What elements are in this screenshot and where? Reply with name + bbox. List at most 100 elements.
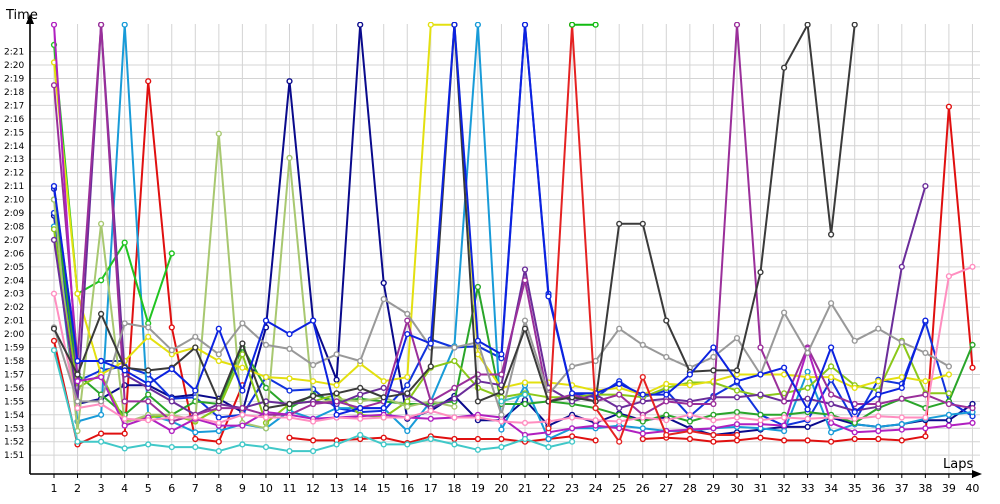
x-tick-label: 23	[565, 482, 579, 495]
data-point	[404, 403, 411, 410]
data-point	[733, 387, 741, 394]
data-point	[804, 22, 811, 28]
data-point	[239, 422, 246, 429]
data-point	[286, 345, 293, 353]
data-point	[804, 423, 811, 431]
data-point	[145, 367, 152, 374]
data-point	[498, 398, 505, 405]
data-point	[357, 22, 364, 28]
x-tick-label: 33	[801, 482, 815, 495]
data-point	[262, 405, 270, 412]
data-point	[639, 391, 646, 398]
data-point	[616, 391, 623, 398]
data-point	[945, 363, 953, 370]
data-point	[757, 344, 764, 351]
data-point	[50, 290, 58, 297]
data-point	[827, 391, 835, 398]
x-tick-label: 13	[330, 482, 344, 495]
data-point	[827, 231, 835, 238]
data-point	[310, 378, 317, 385]
data-point	[451, 414, 458, 421]
data-point	[310, 418, 317, 425]
data-point	[121, 445, 128, 452]
data-point	[262, 425, 270, 432]
y-tick-label: 2:02	[4, 303, 24, 313]
series-20	[50, 347, 576, 455]
data-point	[145, 398, 152, 405]
data-point	[451, 22, 458, 28]
x-tick-label: 12	[306, 482, 320, 495]
data-point	[733, 431, 741, 439]
data-point	[310, 392, 317, 400]
data-point	[239, 387, 246, 394]
data-point	[168, 366, 175, 373]
data-point	[50, 347, 58, 354]
data-point	[192, 344, 199, 351]
y-tick-label: 2:16	[4, 115, 24, 125]
x-tick-label: 31	[754, 482, 768, 495]
data-point	[898, 421, 905, 428]
data-point	[74, 357, 81, 365]
data-point	[498, 435, 505, 443]
series-line	[53, 23, 973, 423]
data-point	[74, 290, 81, 297]
data-point	[757, 434, 764, 441]
data-point	[875, 435, 882, 443]
tick-labels: 1:51 1:52 1:53 1:54 1:55 1:56 1:57 1:58 1:59 2:00…	[4, 48, 979, 495]
data-point	[804, 415, 811, 422]
data-point	[521, 379, 529, 386]
data-point	[827, 438, 835, 445]
series-14	[50, 263, 976, 427]
data-point	[639, 414, 646, 421]
data-point	[168, 414, 175, 421]
x-tick-label: 22	[542, 482, 556, 495]
data-point	[97, 374, 105, 381]
x-tick-label: 25	[612, 482, 626, 495]
y-tick-label: 2:10	[4, 196, 24, 206]
data-point	[686, 418, 694, 425]
data-point	[710, 353, 717, 361]
data-point	[286, 387, 293, 394]
data-point	[804, 368, 811, 375]
series-line	[53, 23, 927, 416]
data-point	[710, 344, 717, 351]
series-line	[289, 435, 596, 445]
x-tick-label: 24	[589, 482, 603, 495]
data-point	[851, 337, 858, 344]
x-axis-title: Laps	[943, 457, 973, 472]
data-point	[780, 427, 788, 435]
data-point	[804, 349, 811, 357]
data-point	[333, 376, 340, 383]
data-point	[215, 414, 222, 421]
data-point	[945, 371, 953, 378]
y-tick-label: 2:19	[4, 75, 24, 85]
data-point	[380, 394, 387, 401]
series-15	[50, 296, 953, 418]
x-axis-arrow	[972, 470, 982, 478]
x-tick-label: 39	[942, 482, 956, 495]
data-point	[922, 391, 929, 398]
data-point	[427, 415, 434, 422]
series-line	[53, 265, 973, 424]
data-point	[239, 340, 246, 347]
data-point	[710, 367, 717, 374]
data-point	[380, 378, 387, 385]
data-point	[757, 371, 764, 378]
data-point	[498, 371, 505, 378]
data-point	[474, 283, 482, 291]
data-point	[97, 357, 105, 365]
data-point	[239, 441, 246, 448]
data-point	[451, 435, 458, 443]
data-point	[121, 422, 128, 429]
x-tick-label: 16	[400, 482, 414, 495]
data-point	[145, 324, 152, 331]
data-point	[168, 250, 175, 257]
y-tick-label: 2:06	[4, 249, 24, 259]
data-point	[380, 434, 387, 441]
data-point	[663, 411, 670, 418]
y-tick-label: 1:56	[4, 384, 24, 394]
data-point	[710, 431, 717, 439]
data-point	[286, 400, 293, 408]
data-point	[686, 427, 694, 435]
x-tick-label: 18	[447, 482, 461, 495]
